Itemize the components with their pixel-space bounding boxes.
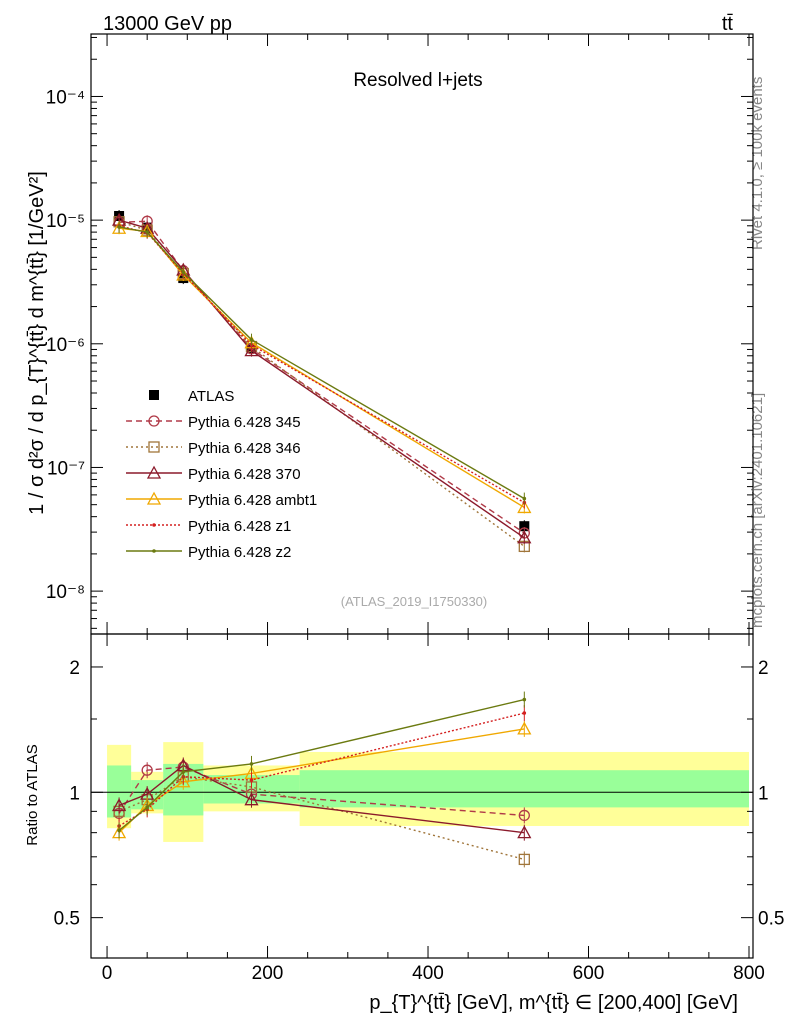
header-left-label: 13000 GeV pp <box>103 13 232 35</box>
y-axis-label: 1 / σ d²σ / d p_{T}^{tt̄} d m^{tt̄} [1/G… <box>26 171 48 515</box>
legend-marker-ambt1 <box>146 491 162 505</box>
ratio-point-z2 <box>145 805 149 810</box>
ratio-point-p345 <box>141 764 153 776</box>
ratio-y-tick-label-right: 1 <box>758 783 769 804</box>
legend-label-p345: Pythia 6.428 345 <box>188 414 301 431</box>
ratio-point-p370 <box>244 792 259 806</box>
legend-label-ambt1: Pythia 6.428 ambt1 <box>188 492 317 509</box>
data-point-z2 <box>117 225 121 229</box>
ratio-point-z2 <box>181 770 186 774</box>
legend-label-p370: Pythia 6.428 370 <box>188 466 301 483</box>
ratio-series-z2 <box>117 691 527 839</box>
ratio-line-p345 <box>118 766 525 817</box>
y-tick-label: 10⁻⁴ <box>46 87 85 108</box>
ratio-point-p345 <box>518 809 530 822</box>
ratio-point-ambt1 <box>517 721 532 735</box>
ratio-point-z2 <box>117 828 121 833</box>
legend: ATLAS Pythia 6.428 345 Pythia 6.428 346 Pyt… <box>126 388 317 561</box>
mcplots-label: mcplots.cern.ch [arXiv:2401.10621] <box>749 393 766 628</box>
series-line-p345 <box>119 220 525 534</box>
series-z2 <box>117 220 527 505</box>
data-point-p370 <box>517 530 532 544</box>
x-tick-label: 800 <box>733 963 765 984</box>
ratio-point-z1 <box>522 711 527 715</box>
y-tick-label: 10⁻⁵ <box>46 211 85 232</box>
y-tick-label: 10⁻⁷ <box>47 458 85 479</box>
x-tick-label: 200 <box>252 963 284 984</box>
legend-label-z1: Pythia 6.428 z1 <box>188 518 291 535</box>
x-tick-label: 0 <box>102 963 113 984</box>
legend-marker-atlas <box>149 390 159 400</box>
data-point-z2 <box>522 496 527 501</box>
ratio-point-z1 <box>249 778 254 782</box>
ratio-point-p370 <box>517 825 532 839</box>
legend-marker-p345 <box>148 415 160 427</box>
ratio-point-ambt1 <box>176 774 191 788</box>
uncertainty-band-inner <box>299 770 749 808</box>
rivet-label: Rivet 4.1.0, ≥ 100k events <box>749 77 766 250</box>
data-point-z2 <box>181 270 186 274</box>
legend-marker-p370 <box>146 465 162 479</box>
ratio-point-p370 <box>111 798 127 812</box>
legend-marker-p346 <box>148 441 160 453</box>
legend-entry-z1: Pythia 6.428 z1 <box>126 518 291 535</box>
data-point-z2 <box>145 230 149 234</box>
ratio-y-tick-label: 0.5 <box>54 909 80 930</box>
ratio-y-tick-label-right: 0.5 <box>758 909 784 930</box>
legend-entry-p370: Pythia 6.428 370 <box>126 465 301 483</box>
series-line-ambt1 <box>119 227 525 509</box>
legend-label-p346: Pythia 6.428 346 <box>188 440 301 457</box>
data-point-atlas <box>519 521 530 532</box>
ratio-point-z2 <box>249 762 254 766</box>
analysis-watermark: (ATLAS_2019_I1750330) <box>341 594 487 609</box>
ratio-y-tick-label-right: 2 <box>758 658 769 679</box>
data-point-ambt1 <box>517 500 532 514</box>
ratio-y-axis-label: Ratio to ATLAS <box>24 744 41 845</box>
legend-entry-p346: Pythia 6.428 346 <box>126 440 301 457</box>
ratio-y-tick-label: 1 <box>69 783 80 804</box>
series-atlas <box>114 209 530 533</box>
legend-label-atlas: ATLAS <box>188 388 234 405</box>
legend-entry-p345: Pythia 6.428 345 <box>126 414 301 431</box>
legend-entry-ambt1: Pythia 6.428 ambt1 <box>126 491 317 509</box>
ratio-plot-panel: 0.5 0.5 1 1 2 2 0 200 400 600 800 Ratio to ATLAS <box>24 633 784 984</box>
legend-entry-z2: Pythia 6.428 z2 <box>126 544 291 561</box>
x-tick-label: 400 <box>412 963 444 984</box>
ratio-plot-frame <box>90 633 754 959</box>
main-plot-panel: Resolved l+jets (ATLAS_2019_I1750330) 10… <box>26 33 754 635</box>
ratio-y-tick-label: 2 <box>69 658 80 679</box>
y-tick-label: 10⁻⁸ <box>46 582 85 603</box>
x-axis-label: p_{T}^{tt̄} [GeV], m^{tt̄} ∈ [200,400] [… <box>369 992 738 1014</box>
ratio-point-z2 <box>522 697 527 702</box>
data-point-z2 <box>249 337 254 342</box>
ratio-point-p346 <box>518 853 530 866</box>
legend-entry-atlas: ATLAS <box>149 388 234 405</box>
legend-marker-z2 <box>152 549 156 553</box>
plot-title: Resolved l+jets <box>353 70 482 91</box>
header-right-label: tt̄ <box>722 13 734 35</box>
series-z1 <box>117 219 527 509</box>
series-line-z2 <box>118 226 525 500</box>
legend-marker-z1 <box>152 523 156 527</box>
y-tick-label: 10⁻⁶ <box>46 335 85 356</box>
data-point-p370 <box>244 343 259 357</box>
x-tick-label: 600 <box>573 963 605 984</box>
legend-label-z2: Pythia 6.428 z2 <box>188 544 291 561</box>
